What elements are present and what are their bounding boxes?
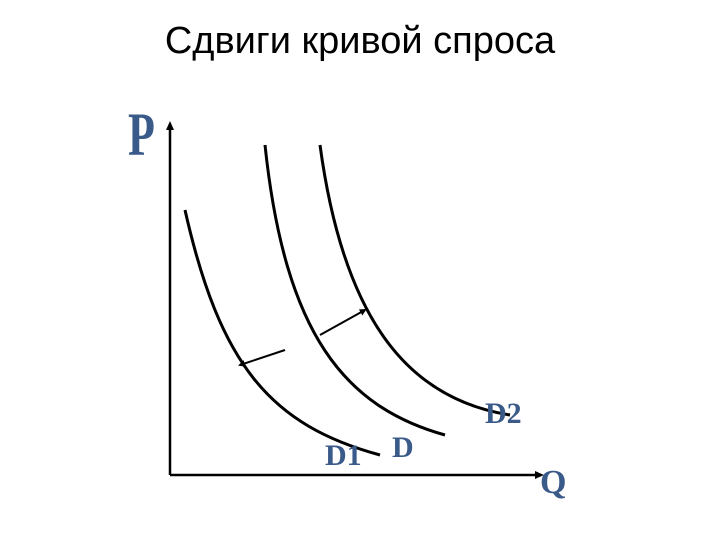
demand-shift-chart: P Q D1 D D2 [110,105,610,505]
slide-title: Сдвиги кривой спроса [0,20,720,63]
shift-arrow-left [240,350,285,365]
curve-d2 [320,145,510,415]
axis-label-p: P [128,105,155,169]
axis-label-q: Q [540,464,566,501]
slide: Сдвиги кривой спроса P Q D1 D D2 [0,0,720,540]
curve-d [265,145,445,435]
shift-arrow-right [320,310,365,335]
curve-label-d2: D2 [485,397,522,430]
curve-label-d1: D1 [325,439,362,472]
curve-label-d: D [392,431,414,464]
